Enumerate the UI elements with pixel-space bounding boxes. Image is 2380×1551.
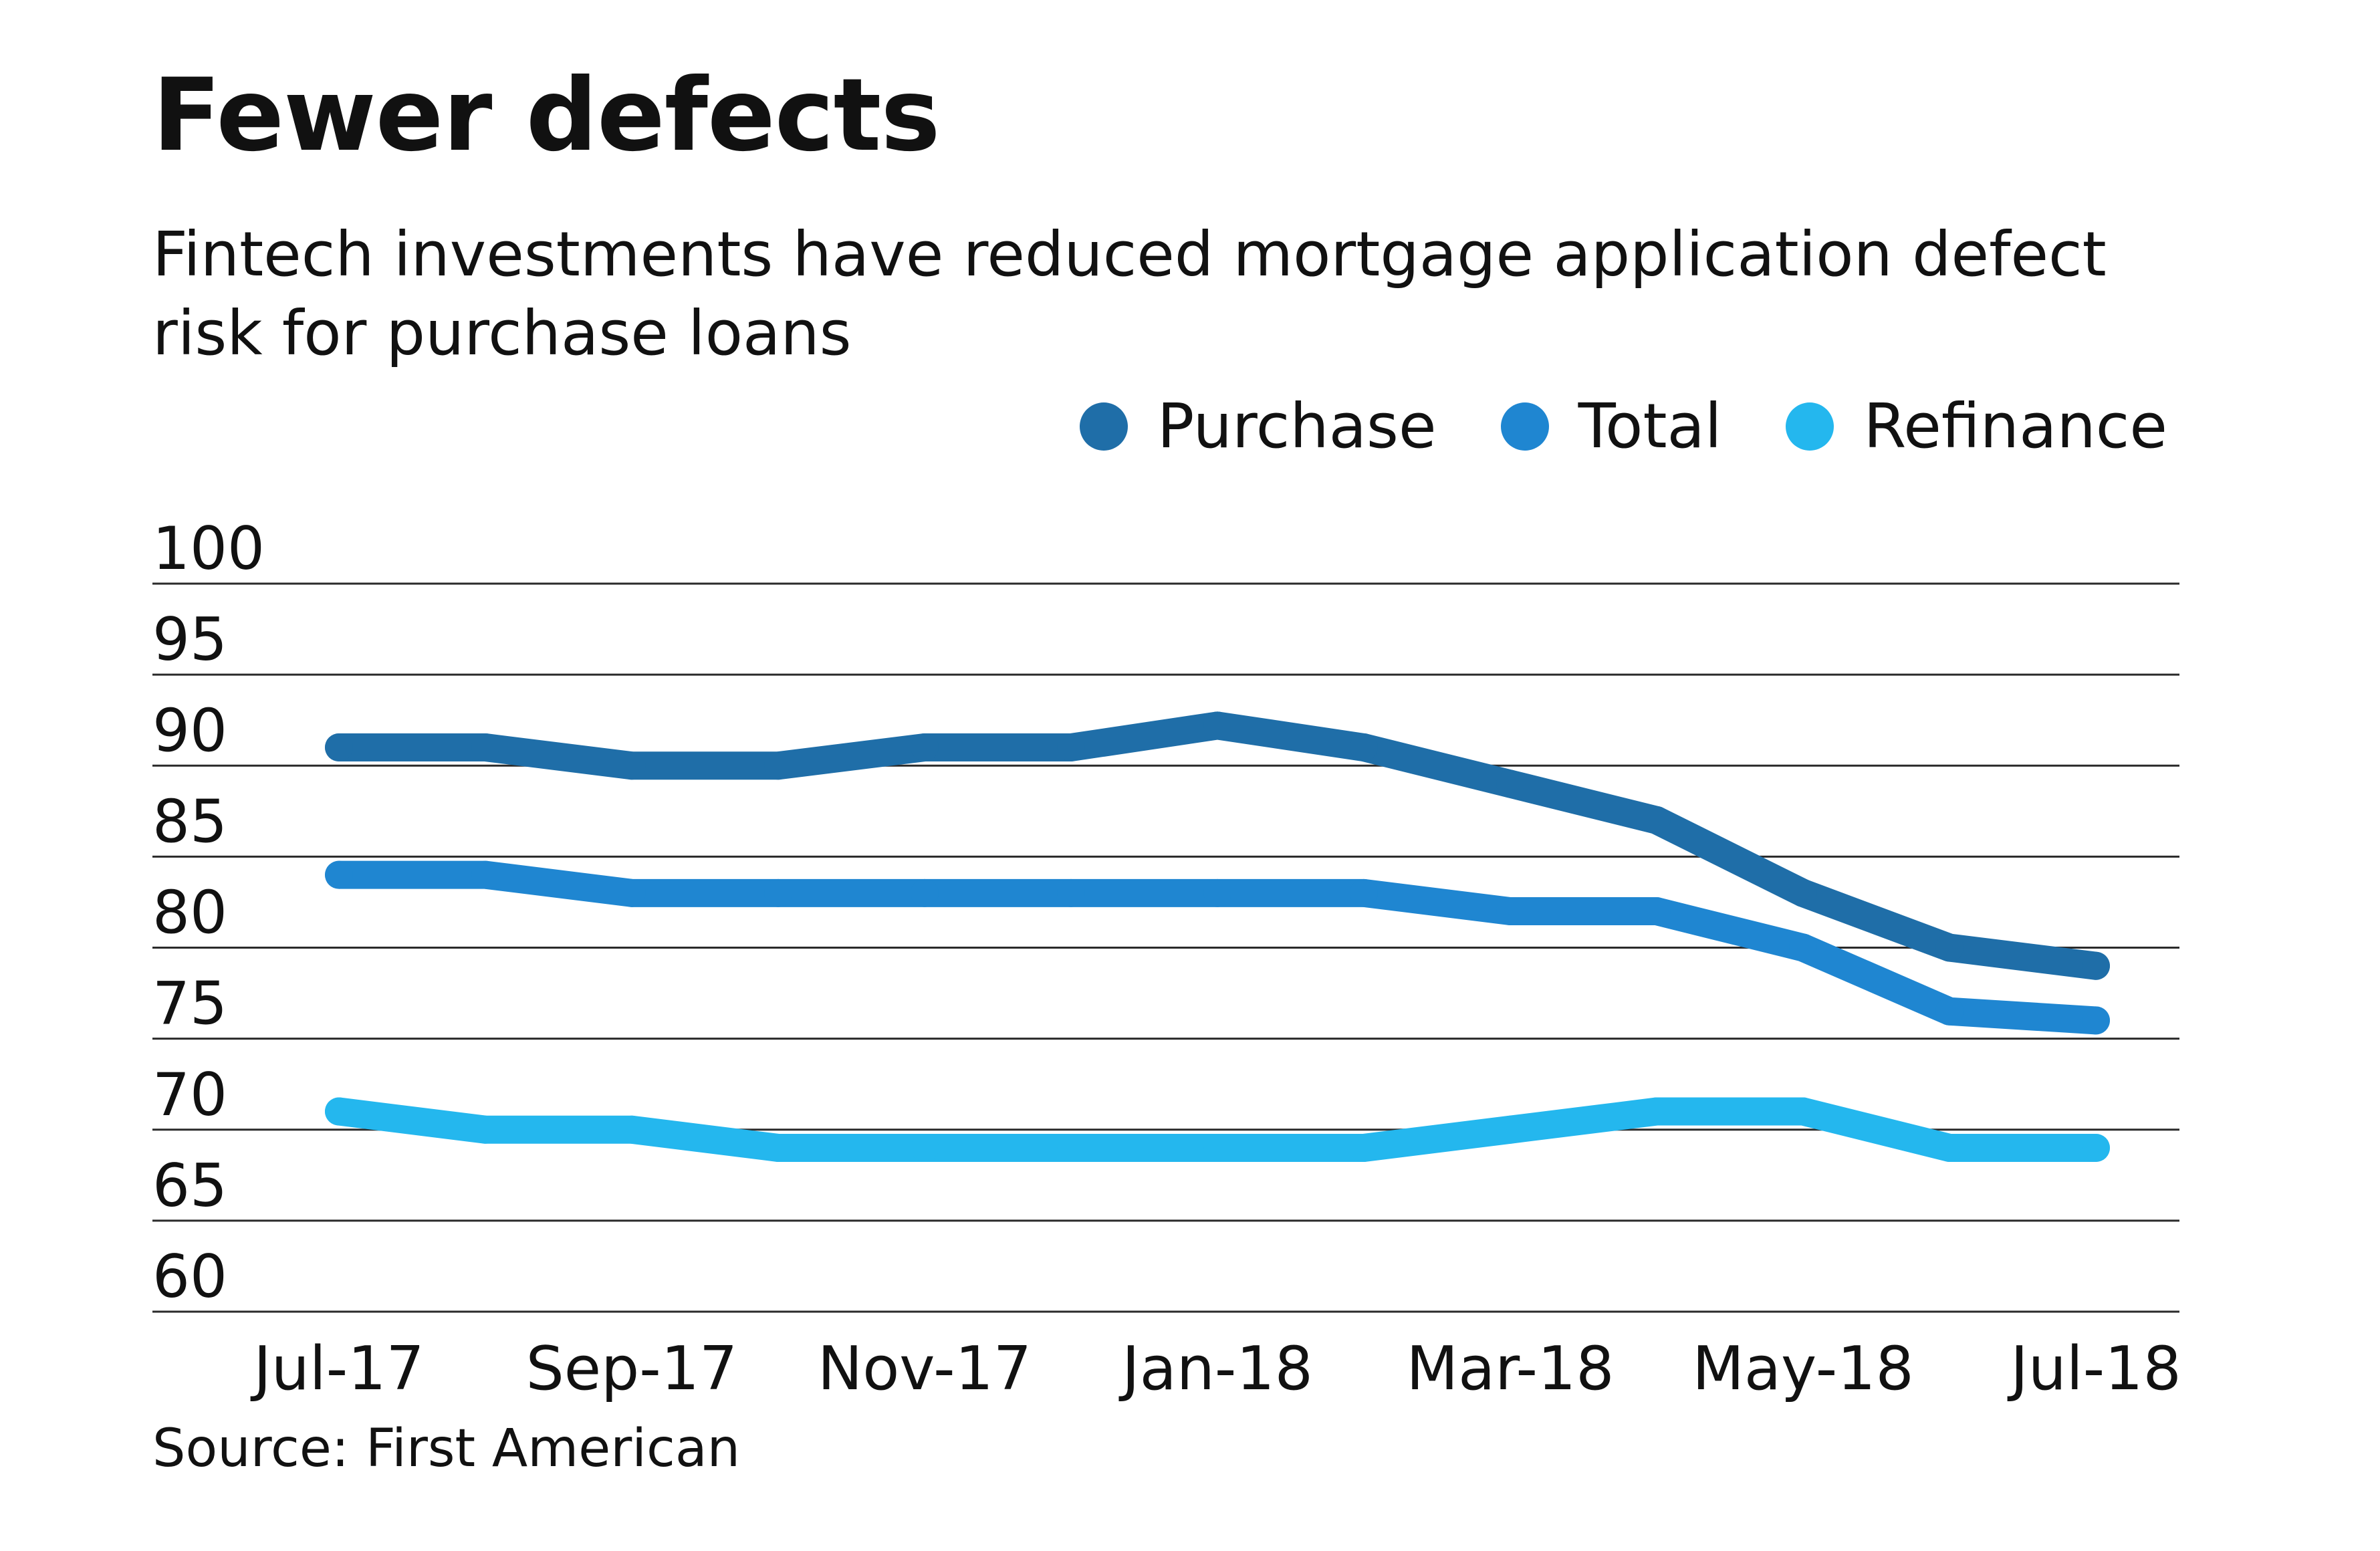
series-point-refinance-11	[1935, 1133, 1964, 1162]
series-point-refinance-12	[2082, 1133, 2110, 1162]
series-point-total-12	[2082, 1006, 2110, 1035]
source-note: Source: First American	[152, 1419, 741, 1479]
y-tick-label-90: 90	[152, 696, 227, 765]
series-point-refinance-3	[764, 1133, 792, 1162]
series-point-purchase-7	[1350, 733, 1378, 762]
y-tick-labels: 100 95 90 85 80 75 70 65 60	[152, 514, 265, 1311]
series-point-refinance-4	[911, 1133, 939, 1162]
legend-item-refinance: Refinance	[1786, 396, 2167, 457]
x-tick-label-nov-17: Nov-17	[818, 1334, 1032, 1404]
chart-subtitle: Fintech investments have reduced mortgag…	[152, 219, 2107, 369]
series-point-purchase-3	[764, 751, 792, 780]
series-point-purchase-2	[618, 751, 646, 780]
chart-title: Fewer defects	[152, 57, 941, 174]
series-point-refinance-7	[1350, 1133, 1378, 1162]
legend-item-total: Total	[1500, 390, 1722, 462]
series-point-purchase-9	[1643, 806, 1671, 834]
series-point-refinance-8	[1496, 1115, 1524, 1144]
series-point-purchase-4	[911, 733, 939, 762]
series-point-total-9	[1643, 897, 1671, 926]
series-point-purchase-1	[471, 733, 499, 762]
legend-label-total: Total	[1578, 390, 1722, 462]
series-point-purchase-5	[1057, 733, 1085, 762]
x-tick-label-may-18: May-18	[1692, 1334, 1913, 1404]
series-line-purchase	[325, 711, 2110, 980]
y-tick-label-80: 80	[152, 878, 227, 947]
series-point-purchase-12	[2082, 951, 2110, 980]
series-point-total-3	[764, 878, 792, 907]
legend-label-purchase: Purchase	[1157, 390, 1437, 462]
y-tick-label-65: 65	[152, 1151, 227, 1220]
x-tick-labels: Jul-17 Sep-17 Nov-17 Jan-18 Mar-18 May-18 Jul-…	[250, 1334, 2181, 1404]
series-lines	[325, 711, 2110, 1162]
series-point-total-1	[471, 860, 499, 889]
series-point-total-11	[1935, 997, 1964, 1026]
series-point-refinance-10	[1789, 1097, 1817, 1126]
legend-swatch-total	[1500, 402, 1549, 451]
series-point-total-6	[1203, 878, 1231, 907]
chart-legend: Purchase Total Refinance	[1079, 390, 2167, 462]
series-point-refinance-5	[1057, 1133, 1085, 1162]
series-point-total-5	[1057, 878, 1085, 907]
series-point-purchase-11	[1935, 933, 1964, 962]
series-point-purchase-0	[325, 733, 353, 762]
y-tick-label-95: 95	[152, 605, 227, 674]
series-point-purchase-8	[1496, 769, 1524, 798]
series-point-total-10	[1789, 933, 1817, 962]
x-tick-label-jul-17: Jul-17	[250, 1334, 425, 1404]
legend-label-refinance: Refinance	[1863, 390, 2167, 462]
y-tick-label-70: 70	[152, 1060, 227, 1129]
y-tick-label-100: 100	[152, 514, 265, 583]
legend-swatch-refinance	[1786, 402, 1834, 451]
series-point-total-0	[325, 860, 353, 889]
series-point-total-8	[1496, 897, 1524, 926]
x-tick-label-jan-18: Jan-18	[1118, 1334, 1313, 1404]
series-point-purchase-10	[1789, 878, 1817, 907]
x-tick-label-sep-17: Sep-17	[526, 1334, 738, 1404]
series-point-refinance-6	[1203, 1133, 1231, 1162]
series-point-total-7	[1350, 878, 1378, 907]
y-tick-label-75: 75	[152, 969, 227, 1038]
y-tick-label-60: 60	[152, 1242, 227, 1311]
series-point-refinance-2	[618, 1115, 646, 1144]
x-tick-label-mar-18: Mar-18	[1406, 1334, 1614, 1404]
series-point-total-2	[618, 878, 646, 907]
legend-item-purchase: Purchase	[1079, 390, 1437, 462]
series-point-total-4	[911, 878, 939, 907]
series-point-refinance-0	[325, 1097, 353, 1126]
x-tick-label-jul-18: Jul-18	[2007, 1334, 2181, 1404]
y-tick-label-85: 85	[152, 787, 227, 856]
series-point-purchase-6	[1203, 711, 1231, 740]
series-point-refinance-1	[471, 1115, 499, 1144]
legend-swatch-purchase	[1079, 402, 1128, 451]
grid-lines	[152, 582, 2179, 1313]
series-point-refinance-9	[1643, 1097, 1671, 1126]
